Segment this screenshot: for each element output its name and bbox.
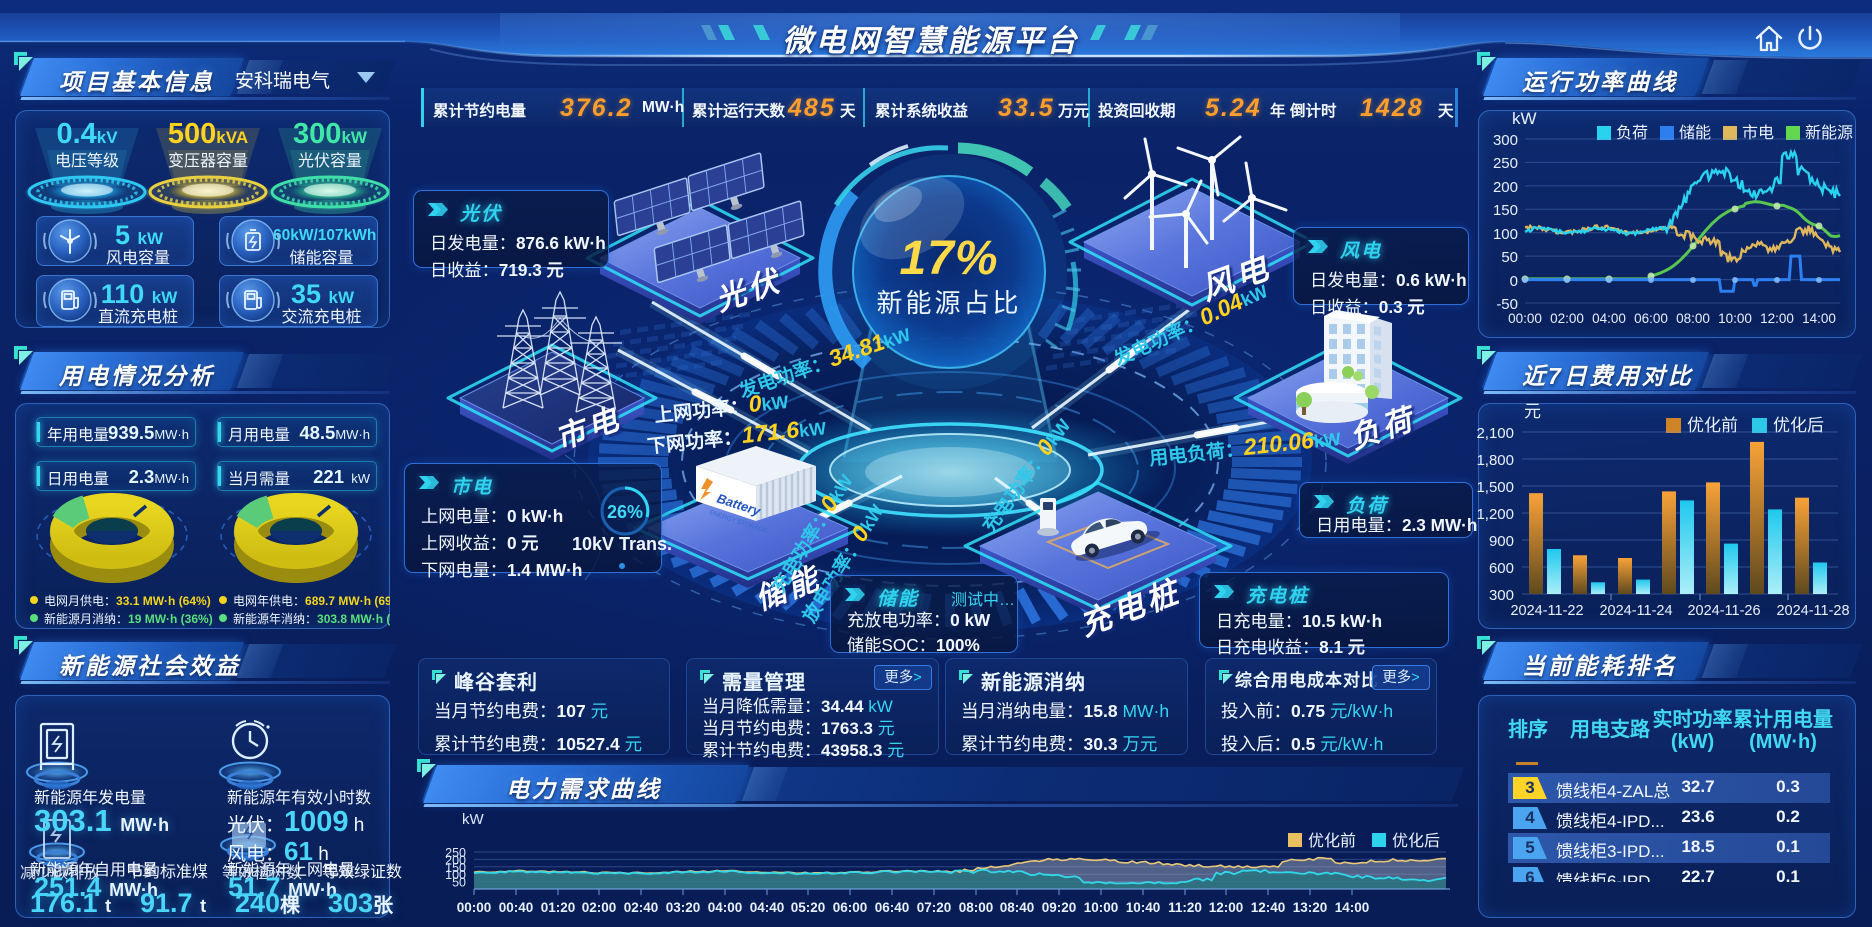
svg-text:02:00: 02:00 <box>1550 311 1584 326</box>
svg-text:2024-11-22: 2024-11-22 <box>1510 603 1583 619</box>
svg-text:2024-11-28: 2024-11-28 <box>1776 603 1849 619</box>
svg-text:新能源占比: 新能源占比 <box>876 288 1021 318</box>
svg-text:12:00: 12:00 <box>1760 311 1794 326</box>
svg-text:11:20: 11:20 <box>1168 900 1202 915</box>
svg-text:优化前: 优化前 <box>1687 416 1738 435</box>
svg-text:14:00: 14:00 <box>1335 900 1370 915</box>
svg-text:50: 50 <box>452 876 466 890</box>
svg-text:10:00: 10:00 <box>1084 900 1119 915</box>
svg-text:900: 900 <box>1489 533 1514 550</box>
svg-text:12:40: 12:40 <box>1251 900 1286 915</box>
svg-text:2024-11-26: 2024-11-26 <box>1687 603 1760 619</box>
svg-text:250: 250 <box>445 846 466 860</box>
svg-text:06:00: 06:00 <box>833 900 868 915</box>
svg-text:10:00: 10:00 <box>1718 311 1752 326</box>
svg-text:02:40: 02:40 <box>624 900 659 915</box>
svg-text:17%: 17% <box>899 232 998 285</box>
svg-text:08:00: 08:00 <box>959 900 994 915</box>
svg-text:优化后: 优化后 <box>1773 416 1824 435</box>
svg-text:26%: 26% <box>607 502 643 522</box>
svg-text:09:20: 09:20 <box>1042 900 1077 915</box>
svg-text:06:00: 06:00 <box>1634 311 1668 326</box>
svg-text:市电: 市电 <box>1742 124 1774 142</box>
svg-text:新能源: 新能源 <box>1805 124 1853 142</box>
svg-text:kW: kW <box>462 812 485 828</box>
svg-text:08:00: 08:00 <box>1676 311 1710 326</box>
svg-text:250: 250 <box>1493 155 1518 172</box>
svg-text:10:40: 10:40 <box>1126 900 1161 915</box>
svg-text:04:00: 04:00 <box>1592 311 1626 326</box>
svg-text:元: 元 <box>1524 403 1541 421</box>
svg-text:00:00: 00:00 <box>457 900 492 915</box>
svg-text:1,500: 1,500 <box>1476 479 1514 496</box>
svg-text:05:20: 05:20 <box>791 900 826 915</box>
svg-text:00:00: 00:00 <box>1508 311 1542 326</box>
svg-text:200: 200 <box>445 853 466 867</box>
svg-text:1,800: 1,800 <box>1476 452 1514 469</box>
svg-text:2024-11-24: 2024-11-24 <box>1599 603 1672 619</box>
svg-text:100: 100 <box>445 868 466 882</box>
svg-text:1,200: 1,200 <box>1476 506 1514 523</box>
svg-text:01:20: 01:20 <box>541 900 576 915</box>
svg-text:10kV Trans.: 10kV Trans. <box>572 534 672 554</box>
svg-text:优化前: 优化前 <box>1308 832 1356 850</box>
svg-text:优化后: 优化后 <box>1392 832 1440 850</box>
svg-text:00:40: 00:40 <box>499 900 534 915</box>
svg-text:0: 0 <box>1510 273 1518 290</box>
svg-text:04:00: 04:00 <box>708 900 743 915</box>
svg-text:02:00: 02:00 <box>582 900 617 915</box>
svg-text:14:00: 14:00 <box>1802 311 1836 326</box>
svg-text:负荷: 负荷 <box>1616 124 1648 142</box>
svg-text:600: 600 <box>1489 560 1514 577</box>
svg-text:300: 300 <box>1493 132 1518 149</box>
svg-text:13:20: 13:20 <box>1293 900 1328 915</box>
svg-text:06:40: 06:40 <box>875 900 910 915</box>
svg-text:07:20: 07:20 <box>917 900 952 915</box>
svg-text:100: 100 <box>1493 226 1518 243</box>
svg-text:150: 150 <box>1493 202 1518 219</box>
svg-text:200: 200 <box>1493 179 1518 196</box>
svg-text:50: 50 <box>1501 249 1518 266</box>
svg-text:12:00: 12:00 <box>1209 900 1244 915</box>
svg-text:300: 300 <box>1489 587 1514 604</box>
svg-text:2,100: 2,100 <box>1476 425 1514 442</box>
svg-text:-50: -50 <box>1496 296 1518 313</box>
svg-text:03:20: 03:20 <box>666 900 701 915</box>
svg-text:储能: 储能 <box>1679 124 1711 142</box>
svg-text:150: 150 <box>445 861 466 875</box>
svg-text:kW: kW <box>1512 110 1537 128</box>
svg-text:08:40: 08:40 <box>1000 900 1035 915</box>
svg-text:04:40: 04:40 <box>750 900 785 915</box>
svg-text:微电网智慧能源平台: 微电网智慧能源平台 <box>783 25 1080 58</box>
